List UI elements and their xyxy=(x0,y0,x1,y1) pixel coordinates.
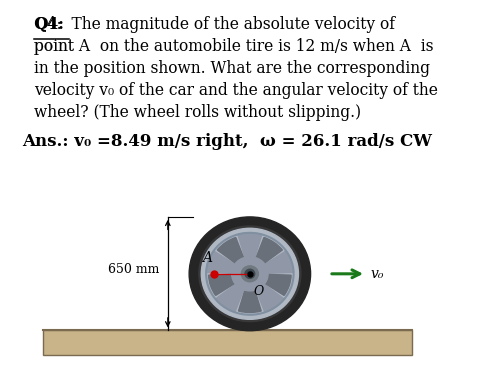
Text: 650 mm: 650 mm xyxy=(108,263,160,276)
Wedge shape xyxy=(208,274,250,296)
Circle shape xyxy=(245,269,255,278)
FancyBboxPatch shape xyxy=(43,330,412,355)
Circle shape xyxy=(248,271,252,276)
Text: A: A xyxy=(202,251,212,265)
Text: velocity v₀ of the car and the angular velocity of the: velocity v₀ of the car and the angular v… xyxy=(34,82,438,99)
Wedge shape xyxy=(206,251,250,274)
Text: in the position shown. What are the corresponding: in the position shown. What are the corr… xyxy=(34,60,431,77)
Text: point: point xyxy=(34,38,80,55)
Text: wheel? (The wheel rolls without slipping.): wheel? (The wheel rolls without slipping… xyxy=(34,104,362,121)
Circle shape xyxy=(201,228,298,319)
Wedge shape xyxy=(217,238,250,274)
Text: Ans.: v₀ =8.49 m/s right,  ω = 26.1 rad/s CW: Ans.: v₀ =8.49 m/s right, ω = 26.1 rad/s… xyxy=(23,133,433,151)
Circle shape xyxy=(232,257,268,291)
Wedge shape xyxy=(250,251,294,274)
Circle shape xyxy=(189,217,310,331)
Circle shape xyxy=(199,226,301,322)
Text: O: O xyxy=(253,285,263,298)
Wedge shape xyxy=(250,274,291,296)
Text: v₀: v₀ xyxy=(371,267,384,281)
Wedge shape xyxy=(250,274,285,312)
Text: point A  on the automobile tire is 12 m/s when A  is: point A on the automobile tire is 12 m/s… xyxy=(34,38,434,55)
Text: Q4:: Q4: xyxy=(34,16,64,33)
Text: point: point xyxy=(34,38,80,55)
Wedge shape xyxy=(216,274,250,312)
Circle shape xyxy=(241,266,258,282)
Wedge shape xyxy=(250,238,283,274)
Wedge shape xyxy=(238,233,262,274)
Wedge shape xyxy=(239,274,261,312)
Text: Q4:  The magnitude of the absolute velocity of: Q4: The magnitude of the absolute veloci… xyxy=(34,16,396,33)
